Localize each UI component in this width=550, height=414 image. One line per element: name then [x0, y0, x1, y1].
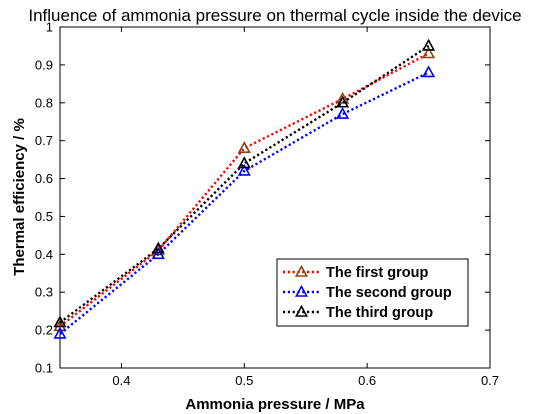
data-point-marker: [335, 91, 350, 104]
data-point-marker: [237, 163, 251, 176]
series-3: [53, 38, 436, 328]
x-tick-label: 0.6: [358, 373, 376, 388]
data-point-marker: [237, 156, 251, 169]
data-point-marker: [421, 65, 436, 78]
series-layer: [53, 38, 436, 339]
data-point-marker: [151, 247, 165, 260]
series-line: [59, 44, 430, 324]
data-point-marker: [237, 141, 251, 153]
y-tick-label: 0.6: [35, 171, 53, 186]
series-2: [53, 65, 436, 339]
y-tick-label: 0.5: [35, 209, 53, 224]
x-axis-label: Ammonia pressure / MPa: [185, 396, 365, 413]
legend-entry: The second group: [283, 284, 452, 301]
y-tick-label: 0.2: [35, 323, 53, 338]
x-tick-label: 0.7: [481, 373, 499, 388]
plot-area: 0.4 0.5 0.6 0.7 0.1 0.2 0.3 0.4 0.5 0.6 0.7 0.8 0.9…: [35, 20, 499, 389]
data-point-marker: [421, 38, 436, 51]
data-point-marker: [53, 315, 67, 328]
data-point-marker: [53, 326, 67, 339]
y-tick-label: 0.8: [35, 95, 53, 110]
legend-label: The third group: [326, 305, 433, 321]
x-tick-label: 0.5: [235, 373, 253, 388]
y-tick-label: 0.7: [35, 133, 53, 148]
legend-entries: The first group The second group The third…: [283, 264, 452, 321]
x-tick-label: 0.4: [112, 373, 130, 388]
data-point-marker: [335, 95, 350, 108]
legend-marker: [294, 264, 309, 277]
series-line: [59, 71, 430, 335]
legend: The first group The second group The third…: [276, 258, 469, 327]
data-point-marker: [151, 241, 165, 254]
y-tick-label: 0.1: [35, 361, 53, 376]
legend-marker: [294, 284, 309, 297]
y-tick-label: 0.9: [35, 57, 53, 72]
data-point-marker: [335, 106, 350, 119]
legend-label: The first group: [326, 265, 428, 281]
legend-entry: The third group: [283, 304, 433, 321]
y-tick-label: 0.3: [35, 285, 53, 300]
data-point-marker: [53, 319, 67, 332]
y-axis-label: Thermal efficiency / %: [11, 118, 28, 276]
y-tick-label: 0.4: [35, 247, 53, 262]
legend-label: The second group: [326, 285, 452, 301]
legend-marker: [294, 304, 309, 317]
data-point-marker: [421, 46, 436, 59]
chart-title: Influence of ammonia pressure on thermal…: [28, 6, 521, 25]
x-axis-ticks: 0.4 0.5 0.6 0.7: [112, 27, 499, 388]
y-tick-label: 1: [46, 20, 53, 35]
legend-entry: The first group: [283, 264, 428, 281]
